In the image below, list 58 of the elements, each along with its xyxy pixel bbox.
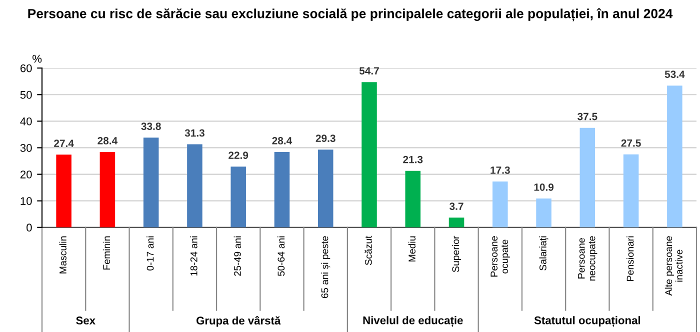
x-tick-label: 50-64 ani: [277, 236, 285, 276]
x-tick-label: Feminin: [102, 236, 110, 270]
x-tick-label: Alte persoane inactive: [664, 236, 683, 296]
data-label: 17.3: [490, 166, 510, 174]
x-tick-label: Scăzut: [364, 236, 372, 266]
data-label: 21.3: [403, 156, 423, 164]
x-tick-label: Masculin: [59, 236, 66, 274]
bar: [143, 138, 159, 228]
bar: [318, 150, 334, 228]
y-tick-label: 50: [20, 90, 32, 99]
text: Grupa de vârstă: [196, 316, 281, 327]
x-tick-label: Mediu: [408, 236, 416, 262]
x-tick-label: 25-49 ani: [234, 236, 241, 276]
text: Sex: [76, 316, 96, 324]
data-label: 22.9: [228, 152, 248, 159]
y-axis-title: %: [32, 54, 42, 63]
data-label: 27.4: [54, 140, 74, 147]
bar: [448, 218, 464, 228]
data-label: 33.8: [141, 122, 161, 130]
x-tick-label: Persoane neocupate: [578, 236, 598, 281]
y-tick-label: 20: [20, 170, 32, 178]
bar: [492, 181, 508, 228]
x-tick-label: Pensionari: [626, 236, 634, 281]
y-tick-label: 30: [20, 144, 32, 152]
data-label: 37.5: [578, 112, 598, 120]
y-tick-label: 0: [26, 224, 32, 232]
bar: [536, 198, 552, 228]
bar: [187, 144, 202, 228]
data-label: 27.5: [621, 139, 641, 147]
data-label: 28.4: [272, 137, 292, 144]
bar: [405, 170, 421, 228]
data-label: 31.3: [184, 129, 204, 137]
x-tick-label: Persoane ocupate: [490, 236, 510, 277]
bar: [667, 86, 682, 228]
text: Nivelul de educație: [363, 316, 463, 327]
bar: [230, 166, 246, 228]
bar: [100, 152, 116, 228]
x-tick-label: 65 ani și peste: [321, 236, 330, 298]
data-label: 29.3: [316, 134, 336, 142]
x-tick-label: 0-17 ani: [146, 236, 154, 271]
data-label: 53.4: [664, 70, 685, 78]
chart-title: Persoane cu risc de sărăcie sau excluziune socială pe principalele categorii ale populației, în anul 2024: [28, 8, 673, 22]
bar: [274, 152, 290, 228]
data-label: 10.9: [534, 183, 554, 191]
y-tick-label: 40: [20, 117, 32, 126]
data-label: 3.7: [450, 202, 464, 210]
y-tick-label: 10: [20, 197, 32, 205]
data-label: 54.7: [359, 67, 379, 75]
data-label: 28.4: [98, 137, 118, 144]
y-tick-label: 60: [20, 64, 32, 72]
x-tick-label: Superior: [452, 236, 462, 272]
x-tick-label: Salariați: [539, 236, 548, 270]
bar: [623, 154, 639, 228]
bar: [362, 82, 377, 228]
bar: [56, 154, 72, 228]
bar: [580, 128, 596, 228]
text: Statutul ocupațional: [534, 316, 640, 327]
x-tick-label: 18-24 ani: [190, 236, 198, 276]
